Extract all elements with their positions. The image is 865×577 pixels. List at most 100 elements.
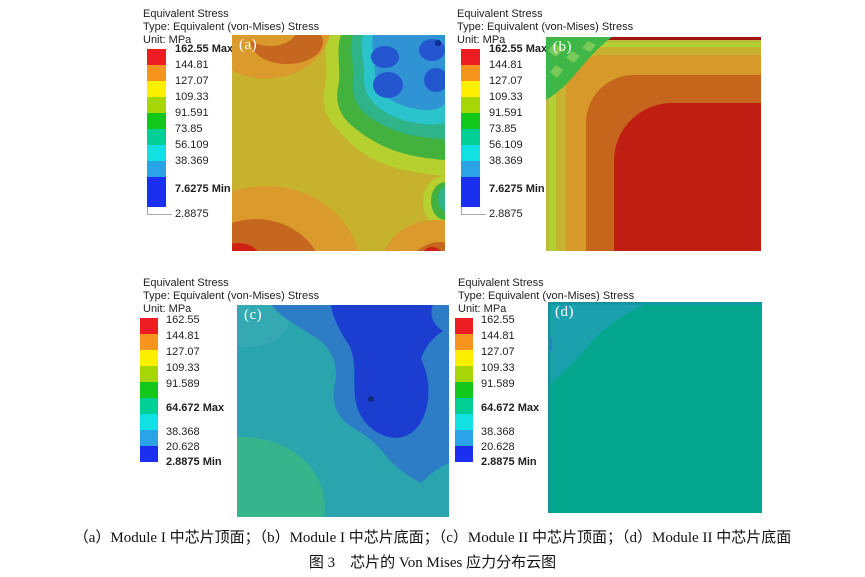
legend-value: 38.369 <box>489 155 523 167</box>
legend-min-value: 7.6275 Min <box>175 183 231 195</box>
panel-tag-d: (d) <box>555 304 574 320</box>
a-lowstress-blob <box>424 68 445 92</box>
legend-max-value: 64.672 Max <box>166 402 225 414</box>
a-bottomleft-red-spot <box>232 243 258 251</box>
colorbar-band <box>140 398 158 414</box>
colorbar-band <box>140 446 158 462</box>
legend-value: 20.628 <box>481 441 515 453</box>
d-top-edge-strip <box>548 302 762 305</box>
c-bottomleft-green-region <box>237 437 325 517</box>
colorbar-band <box>461 49 480 65</box>
colorbar-band <box>455 430 473 446</box>
legend-unit-line: Unit: MPa <box>457 34 506 46</box>
legend-value: 127.07 <box>489 75 523 87</box>
contour-plot-d: (d) <box>548 302 762 513</box>
colorbar-band <box>140 350 158 366</box>
contour-a-svg <box>232 35 445 251</box>
colorbar-band <box>461 113 480 129</box>
colorbar-band <box>147 113 166 129</box>
colorbar-a <box>147 49 166 207</box>
legend-floor-value: 2.8875 <box>489 208 523 220</box>
a-topleft-orange-core <box>244 35 296 46</box>
colorbar-band <box>140 382 158 398</box>
colorbar-band <box>147 129 166 145</box>
b-top-edge-strip <box>546 37 761 40</box>
panel-tag-c: (c) <box>244 307 263 323</box>
a-bottomleft-darkorange-region <box>232 219 316 251</box>
colorbar-band <box>140 318 158 334</box>
colorbar-band <box>455 350 473 366</box>
colorbar-band <box>461 161 480 177</box>
legend-value: 56.109 <box>489 139 523 151</box>
legend-value: 109.33 <box>166 362 200 374</box>
legend-min-value: 7.6275 Min <box>489 183 545 195</box>
colorbar-band <box>140 366 158 382</box>
legend-connector-line <box>147 207 172 215</box>
legend-value: 144.81 <box>489 59 523 71</box>
contour-plot-c: (c) <box>237 305 449 517</box>
colorbar-band <box>461 129 480 145</box>
a-bottomright-orange-region <box>384 220 445 251</box>
legend-type-line: Type: Equivalent (von-Mises) Stress <box>143 290 320 302</box>
legend-value: 73.85 <box>489 123 517 135</box>
legend-value: 162.55 Max <box>489 43 548 55</box>
contour-plot-a: (a) <box>232 35 445 251</box>
b-corner-mesh-mark <box>582 41 596 52</box>
colorbar-wrap: 162.55 144.81 127.07 109.33 91.589 64.67… <box>455 314 634 470</box>
legend-floor-value: 2.8875 <box>175 208 209 220</box>
legend-value: 56.109 <box>175 139 209 151</box>
colorbar-band <box>461 65 480 81</box>
d-left-blue-dash <box>549 338 552 351</box>
legend-min-value: 2.8875 Min <box>166 456 222 468</box>
legend-max-value: 64.672 Max <box>481 402 540 414</box>
colorbar-band <box>455 398 473 414</box>
b-corner-mesh-mark <box>550 65 563 78</box>
legend-value: 144.81 <box>175 59 209 71</box>
legend-value: 91.589 <box>481 378 515 390</box>
colorbar-wrap: 162.55 Max 144.81 127.07 109.33 91.591 7… <box>143 43 319 225</box>
legend-value: 144.81 <box>481 330 515 342</box>
colorbar-band <box>147 145 166 161</box>
legend-value: 38.368 <box>166 426 200 438</box>
colorbar-band <box>455 366 473 382</box>
colorbar-band <box>147 177 166 207</box>
legend-type-line: Type: Equivalent (von-Mises) Stress <box>458 290 635 302</box>
b-corner-mesh-mark <box>566 51 580 63</box>
colorbar-band <box>140 430 158 446</box>
legend-type-line: Type: Equivalent (von-Mises) Stress <box>143 21 320 33</box>
legend-min-value: 2.8875 Min <box>481 456 537 468</box>
d-topleft-teal-region <box>548 302 650 386</box>
legend-value: 91.591 <box>489 107 523 119</box>
c-royalblue-region <box>331 305 443 438</box>
legend-unit-line: Unit: MPa <box>458 303 507 315</box>
contour-c-svg <box>237 305 449 517</box>
legend-title: Equivalent Stress <box>143 8 229 20</box>
legend-title: Equivalent Stress <box>458 277 544 289</box>
caption-figure-title: 图 3 芯片的 Von Mises 应力分布云图 <box>308 555 557 571</box>
legend-panel-d: Equivalent Stress Type: Equivalent (von-… <box>455 277 634 470</box>
colorbar-band <box>147 81 166 97</box>
legend-value: 91.591 <box>175 107 209 119</box>
colorbar-wrap: 162.55 144.81 127.07 109.33 91.589 64.67… <box>140 314 319 470</box>
legend-value: 91.589 <box>166 378 200 390</box>
legend-unit-line: Unit: MPa <box>143 303 192 315</box>
a-lowstress-blob <box>373 72 403 98</box>
legend-panel-b: Equivalent Stress Type: Equivalent (von-… <box>457 8 633 225</box>
colorbar-d <box>455 318 473 462</box>
legend-connector-line <box>461 207 486 215</box>
legend-value: 73.85 <box>175 123 203 135</box>
c-min-spot <box>368 396 374 402</box>
legend-value: 109.33 <box>175 91 209 103</box>
legend-value: 109.33 <box>489 91 523 103</box>
colorbar-wrap: 162.55 Max 144.81 127.07 109.33 91.591 7… <box>457 43 633 225</box>
legend-title: Equivalent Stress <box>143 277 229 289</box>
panel-tag-b: (b) <box>553 39 572 55</box>
colorbar-band <box>461 97 480 113</box>
colorbar-c <box>140 318 158 462</box>
b-red-core <box>614 103 761 251</box>
colorbar-band <box>455 414 473 430</box>
legend-value: 109.33 <box>481 362 515 374</box>
colorbar-band <box>461 81 480 97</box>
contour-b-svg <box>546 37 761 251</box>
